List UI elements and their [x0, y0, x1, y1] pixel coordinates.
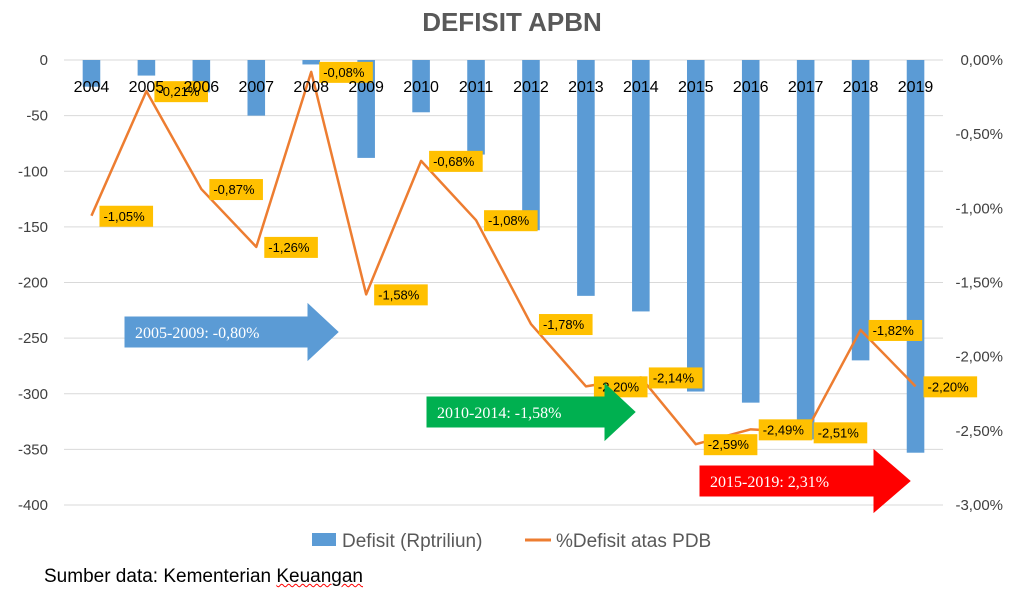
data-label-box — [154, 81, 209, 103]
data-label-box — [868, 319, 923, 341]
left-tick-label: -250 — [18, 330, 48, 347]
right-tick-label: -1,50% — [955, 275, 1003, 292]
source-prefix: Sumber data: Kementerian — [44, 566, 277, 587]
category-label: 2013 — [568, 79, 604, 96]
bars — [82, 60, 925, 453]
category-label: 2018 — [843, 79, 879, 96]
bar — [412, 60, 430, 113]
left-tick-label: -300 — [18, 386, 48, 403]
left-tick-label: -50 — [26, 108, 48, 125]
legend-label-line: %Defisit atas PDB — [556, 531, 711, 552]
right-tick-label: 0,00% — [960, 52, 1003, 69]
bar — [467, 60, 485, 155]
data-label-box — [648, 367, 703, 389]
left-tick-label: -200 — [18, 275, 48, 292]
data-label-box — [429, 150, 483, 172]
bar — [247, 60, 266, 116]
annotations: 2005-2009: -0,80% 2010-2014: -1,58% 2015-2… — [124, 302, 911, 514]
category-label: 2017 — [788, 79, 824, 96]
annotation-arrow — [124, 302, 339, 362]
axes: 0 -50 -100 -150 -200 -250 -300 -350 -400 0,00% -0,… — [18, 52, 1003, 514]
category-label: 2005 — [129, 79, 165, 96]
category-label: 2008 — [293, 79, 329, 96]
data-label: -2,20% — [928, 379, 970, 394]
right-tick-label: -1,00% — [955, 200, 1003, 217]
data-label: -1,58% — [378, 287, 420, 302]
data-labels: -1,05% -0,21% -0,87% -1,26% -0,08% -1,58% -0,6… — [99, 61, 978, 456]
bar — [82, 60, 101, 87]
bar — [522, 60, 540, 231]
bar — [302, 60, 321, 65]
bar — [686, 60, 705, 392]
data-label: -1,05% — [103, 209, 145, 224]
data-label-box — [484, 210, 538, 232]
data-label: -0,21% — [158, 84, 200, 99]
bar — [357, 60, 375, 158]
data-label: -2,14% — [653, 370, 695, 385]
bar — [632, 60, 650, 312]
pdb-line — [90, 70, 917, 446]
source-underlined: Keuangan — [276, 566, 364, 587]
legend-label-bar: Defisit (Rptriliun) — [342, 531, 482, 552]
data-label: -2,20% — [598, 379, 640, 394]
left-tick-label: -150 — [18, 219, 48, 236]
data-label-box — [264, 236, 318, 258]
source-note: Sumber data: Kementerian Keuangan — [44, 566, 363, 588]
category-label: 2016 — [733, 79, 769, 96]
data-label-box — [813, 422, 868, 444]
bar — [577, 60, 595, 296]
category-label: 2015 — [678, 79, 714, 96]
data-label-box — [703, 434, 758, 456]
category-label: 2006 — [184, 79, 220, 96]
bar — [906, 60, 925, 453]
data-label-box — [538, 314, 593, 336]
data-label: -1,26% — [268, 240, 310, 255]
data-label: -1,78% — [543, 317, 585, 332]
data-label: -2,59% — [708, 437, 750, 452]
category-label: 2014 — [623, 79, 659, 96]
category-label: 2011 — [459, 79, 494, 96]
data-label: -2,49% — [763, 422, 805, 437]
annotation-arrow — [699, 448, 911, 514]
bar — [796, 60, 815, 440]
right-tick-label: -3,00% — [955, 497, 1003, 514]
category-label: 2019 — [898, 79, 934, 96]
data-label-box — [758, 419, 813, 441]
data-label: -0,08% — [323, 65, 365, 80]
left-tick-label: -100 — [18, 163, 48, 180]
data-label: -0,87% — [213, 182, 255, 197]
category-label: 2010 — [403, 79, 439, 96]
data-label: -1,82% — [873, 323, 915, 338]
left-tick-label: -400 — [18, 497, 48, 514]
bar — [741, 60, 760, 403]
bar — [851, 60, 870, 361]
data-label-box — [209, 179, 263, 201]
data-label-box — [374, 284, 428, 306]
left-tick-label: -350 — [18, 441, 48, 458]
category-label: 2012 — [513, 79, 549, 96]
data-label: -0,68% — [433, 154, 475, 169]
data-label-box — [319, 61, 373, 83]
legend-swatch-bar — [312, 533, 336, 546]
right-tick-label: -2,00% — [955, 349, 1003, 366]
category-label: 2009 — [348, 79, 384, 96]
annotation-text: 2010-2014: -1,58% — [437, 405, 561, 422]
category-label: 2004 — [74, 79, 110, 96]
right-tick-label: -0,50% — [955, 126, 1003, 143]
line-series — [90, 70, 917, 446]
annotation-arrow — [426, 382, 636, 442]
annotation-text: 2015-2019: 2,31% — [710, 474, 829, 491]
left-tick-label: 0 — [40, 52, 48, 69]
data-label: -1,08% — [488, 213, 530, 228]
data-label-box — [923, 376, 978, 398]
chart-title: DEFISIT APBN — [422, 7, 602, 37]
data-label-box — [99, 205, 154, 227]
legend: Defisit (Rptriliun) %Defisit atas PDB — [312, 531, 711, 552]
category-label: 2007 — [238, 79, 274, 96]
right-tick-label: -2,50% — [955, 423, 1003, 440]
annotation-text: 2005-2009: -0,80% — [135, 325, 259, 342]
bar — [137, 60, 156, 76]
data-label: -2,51% — [818, 425, 860, 440]
